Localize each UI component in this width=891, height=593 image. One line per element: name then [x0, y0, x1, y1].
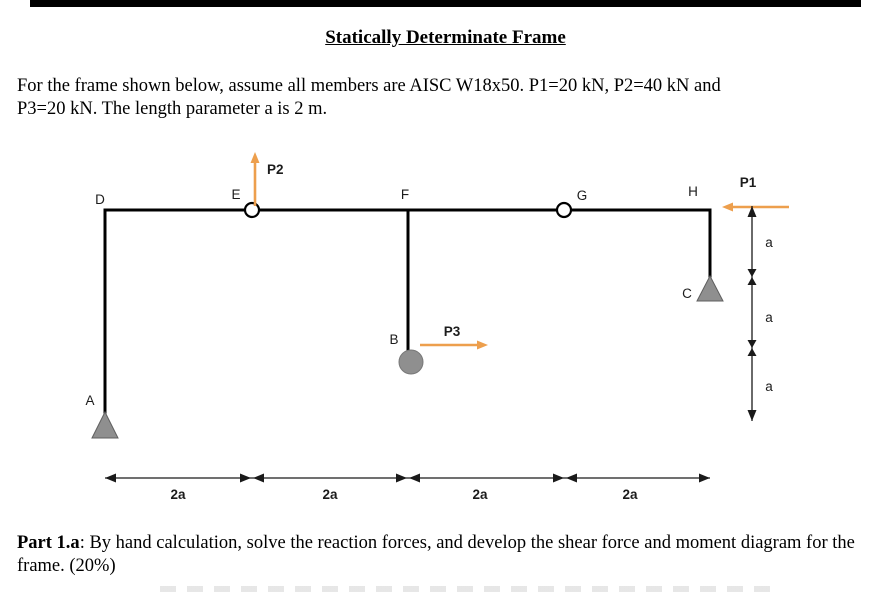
dim-label-2a-2: 2a [322, 487, 338, 502]
node-B-circle [398, 349, 424, 375]
node-label-B: B [389, 332, 398, 347]
dim-tick-h1-left [240, 473, 251, 483]
top-rule [30, 0, 861, 7]
node-label-H: H [688, 184, 698, 199]
intro-line-1: For the frame shown below, assume all me… [17, 76, 721, 96]
dim-arrowhead-right [699, 473, 710, 483]
node-label-E: E [231, 187, 240, 202]
dim-arrowhead-left [105, 473, 116, 483]
dim-arrowhead-bottom [747, 410, 757, 421]
intro-line-2: P3=20 kN. The length parameter a is 2 m. [17, 99, 328, 119]
arrowhead-P1 [722, 202, 733, 212]
dim-arrowhead-top [747, 206, 757, 217]
dim-label-2a-4: 2a [622, 487, 638, 502]
load-label-P3: P3 [444, 324, 461, 339]
vertical-dimension-chain [747, 206, 757, 421]
load-arrows [250, 152, 789, 350]
load-label-P1: P1 [740, 175, 757, 190]
part-label: Part 1.a [17, 533, 80, 553]
part-text: : By hand calculation, solve the reactio… [17, 533, 855, 576]
node-label-C: C [682, 286, 692, 301]
hinge-E [243, 201, 261, 219]
node-label-G: G [577, 188, 588, 203]
load-label-P2: P2 [267, 162, 284, 177]
dim-tick-h1-right [253, 473, 264, 483]
dimension-labels: a a a 2a 2a 2a 2a [170, 235, 773, 502]
pin-support-A [91, 410, 119, 439]
dim-tick-h2-right [409, 473, 420, 483]
page-title-text: Statically Determinate Frame [325, 27, 566, 48]
cropped-text-line [160, 586, 772, 592]
pin-support-C [696, 274, 724, 302]
horizontal-dimension-chain [105, 473, 710, 483]
part-statement: Part 1.a: By hand calculation, solve the… [17, 532, 883, 578]
node-label-F: F [401, 187, 409, 202]
page-title: Statically Determinate Frame [0, 27, 891, 49]
hinge-G [555, 201, 573, 219]
dim-tick-v2-down [747, 348, 757, 356]
dim-tick-v1-down [747, 277, 757, 285]
dim-tick-h2-left [396, 473, 407, 483]
load-labels: P2 P1 P3 [267, 162, 757, 339]
dim-label-a-3: a [765, 379, 773, 394]
node-labels: D E F G H A B C [85, 184, 697, 408]
intro-paragraph: For the frame shown below, assume all me… [17, 75, 879, 121]
arrowhead-P2 [250, 152, 260, 163]
dim-tick-h3-right [566, 473, 577, 483]
node-label-D: D [95, 192, 105, 207]
dim-tick-v2-up [747, 340, 757, 348]
dim-label-a-2: a [765, 310, 773, 325]
frame-members [103, 208, 712, 415]
dim-label-2a-3: 2a [472, 487, 488, 502]
dim-tick-h3-left [553, 473, 564, 483]
dim-label-2a-1: 2a [170, 487, 186, 502]
node-label-A: A [85, 393, 94, 408]
dim-label-a-1: a [765, 235, 773, 250]
dim-tick-v1-up [747, 269, 757, 277]
arrowhead-P3 [477, 340, 488, 350]
